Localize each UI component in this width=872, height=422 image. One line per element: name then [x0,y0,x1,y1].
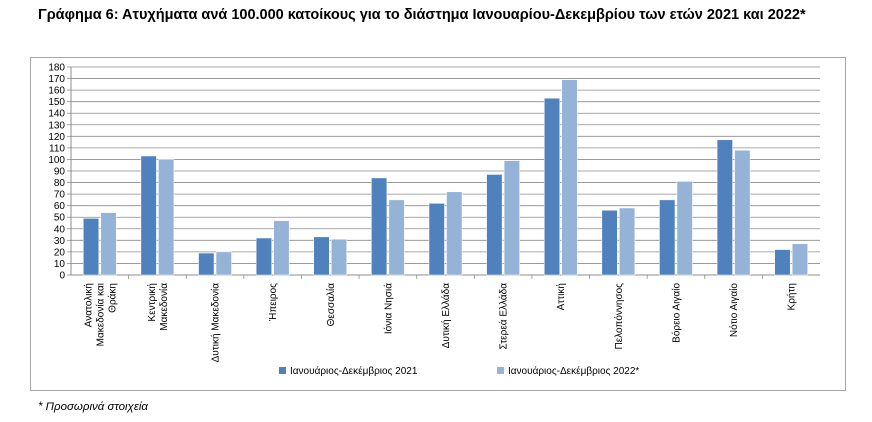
bar-2021 [659,199,676,276]
category-label: Ήπειρος [268,283,279,322]
bar-2022 [561,79,578,276]
bar-2021 [601,210,618,276]
y-tick-label: 50 [54,213,66,224]
y-tick-label: 70 [54,190,66,201]
y-tick-label: 170 [48,74,65,85]
footnote: * Προσωρινά στοιχεία [38,401,148,413]
y-tick-label: 10 [54,259,66,270]
bar-2022 [158,159,175,276]
bar-2021 [774,249,791,276]
category-label-line: Στερεά Ελλάδα [498,283,510,350]
bar-2022 [100,212,117,276]
bar-2022 [619,207,636,276]
legend-label-2022: Ιανουάριος-Δεκέμβριος 2022* [508,365,639,377]
category-label: ΚεντρικήΜακεδονία [146,283,170,331]
bar-2021 [313,236,330,276]
category-label: Πελοπόννησος [613,283,625,350]
bar-2021 [140,155,157,276]
category-label-line: Ιόνια Νησιά [382,283,394,334]
y-tick-label: 80 [54,178,66,189]
y-tick-label: 120 [48,132,65,143]
bar-2021 [83,218,100,276]
legend-swatch-2021 [279,367,286,374]
y-tick-label: 110 [49,143,65,154]
bar-2022 [791,243,808,276]
y-tick-label: 60 [54,201,66,212]
category-label-line: Ήπειρος [268,283,279,322]
bar-2022 [503,160,520,276]
category-label: Ιόνια Νησιά [382,283,394,334]
y-tick-label: 90 [54,167,66,178]
bar-2021 [371,177,388,276]
y-tick-label: 20 [54,247,66,258]
category-label-line: Νότιο Αιγαίο [728,283,740,337]
bar-chart: 0102030405060708090100110120130140150160… [48,63,820,377]
y-tick-label: 0 [59,271,65,282]
category-label: Κρήτη [786,283,798,310]
category-label-line: Κρήτη [786,283,798,310]
bar-2021 [198,252,215,276]
bar-2021 [716,139,733,276]
category-label: Στερεά Ελλάδα [498,283,510,350]
category-label-line: Ανατολική [82,283,94,327]
bar-2022 [388,199,405,276]
category-label: Βόρειο Αιγαίο [670,283,682,343]
category-label-line: Δυτική Μακεδονία [210,283,222,363]
y-tick-label: 100 [48,155,65,166]
bar-2022 [331,238,348,276]
y-tick-label: 160 [48,86,65,97]
y-tick-label: 140 [48,109,65,120]
category-label-line: Θεσσαλία [325,283,337,327]
y-tick-label: 40 [54,224,66,235]
category-label: Αττική [555,283,567,310]
category-label-line: Θράκη [106,283,118,313]
category-label: ΑνατολικήΜακεδονία καιΘράκη [82,283,118,346]
y-tick-label: 130 [48,120,65,131]
bar-2021 [543,97,560,276]
category-label-line: Δυτική Ελλάδα [440,283,452,349]
category-label-line: Πελοπόννησος [613,283,625,350]
bar-2022 [734,149,751,276]
category-label: Δυτική Ελλάδα [440,283,452,349]
bar-2021 [428,203,445,276]
bar-2022 [215,251,232,276]
y-tick-label: 180 [48,63,65,74]
category-label-line: Μακεδονία [158,283,170,331]
category-label-line: Κεντρική [146,283,158,322]
chart-title: Γράφημα 6: Ατυχήματα ανά 100.000 κατοίκο… [38,7,806,23]
category-label: Νότιο Αιγαίο [728,283,740,337]
category-label-line: Μακεδονία και [94,283,106,346]
chart-frame: 0 10 20 30 40 50 60 70 80 90 100 110 120 130 140 150 160… [30,57,846,391]
bar-2021 [255,237,272,276]
bar-2022 [446,191,463,276]
category-label-line: Βόρειο Αιγαίο [670,283,682,343]
y-tick-label: 30 [54,236,66,247]
legend-swatch-2022 [497,367,504,374]
bar-2022 [273,220,290,276]
category-label: Θεσσαλία [325,283,337,327]
category-label-line: Αττική [555,283,567,310]
y-tick-label: 150 [48,97,65,108]
bar-2021 [486,174,503,276]
bar-2022 [676,181,693,276]
legend-label-2021: Ιανουάριος-Δεκέμβριος 2021 [290,365,418,377]
category-label: Δυτική Μακεδονία [210,283,222,363]
